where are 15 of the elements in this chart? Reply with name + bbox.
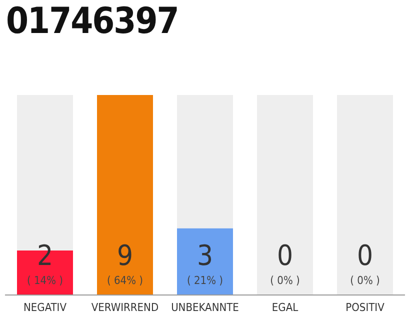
x-tick-label: VERWIRREND xyxy=(91,300,159,314)
data-label: 3 xyxy=(196,239,214,272)
chart-title: 01746397 xyxy=(6,0,178,44)
x-tick-label: POSITIV xyxy=(346,300,385,314)
annotation: ( 0% ) xyxy=(350,274,380,287)
data-label: 0 xyxy=(276,239,294,272)
annotation: ( 14% ) xyxy=(26,274,64,287)
data-label: 0 xyxy=(356,239,374,272)
annotation: ( 0% ) xyxy=(270,274,300,287)
x-tick-label: EGAL xyxy=(272,300,299,314)
x-tick-label: UNBEKANNTE xyxy=(171,300,239,314)
data-label: 9 xyxy=(116,239,134,272)
x-tick-label: NEGATIV xyxy=(24,300,67,314)
annotation: ( 21% ) xyxy=(186,274,224,287)
annotation: ( 64% ) xyxy=(106,274,144,287)
